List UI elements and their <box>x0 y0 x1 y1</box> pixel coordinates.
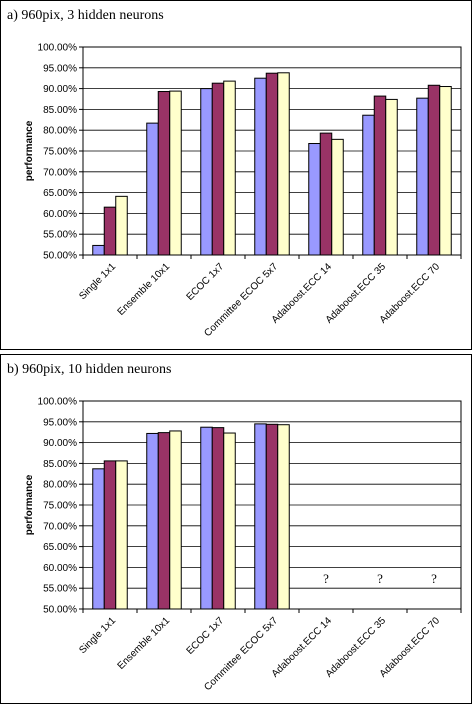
y-axis-label: performance <box>24 474 35 535</box>
x-tick-label: Ensemble 10x1 <box>116 261 173 318</box>
bar <box>362 114 375 256</box>
annotation-label: ? <box>323 571 329 586</box>
y-tick-label: 55.00% <box>43 230 77 241</box>
chart-panel-a: a) 960pix, 3 hidden neurons 50.00% 55.00%… <box>0 0 472 350</box>
bar <box>223 432 236 610</box>
x-tick-label: Single 1x1 <box>77 261 118 302</box>
bar <box>103 460 117 610</box>
bar <box>92 468 105 610</box>
bar <box>385 98 398 256</box>
bar <box>373 95 387 256</box>
bar <box>265 72 279 256</box>
x-tick-label: ECOC 1x7 <box>185 615 227 657</box>
bar <box>157 91 171 256</box>
bar <box>103 206 117 256</box>
chart-title: b) 960pix, 10 hidden neurons <box>7 362 172 377</box>
bar <box>265 423 279 610</box>
bar <box>254 423 267 610</box>
y-tick-label: 50.00% <box>43 605 77 616</box>
bar <box>92 244 105 256</box>
bar <box>115 460 128 610</box>
x-tick-label: Ensemble 10x1 <box>116 615 173 672</box>
y-tick-label: 50.00% <box>43 251 77 262</box>
y-tick-label: 55.00% <box>43 584 77 595</box>
bar <box>416 97 429 256</box>
x-tick-label: ECOC 1x7 <box>185 261 227 303</box>
bar <box>211 82 225 256</box>
chart-panel-b: b) 960pix, 10 hidden neurons 50.00% 55.00… <box>0 354 472 704</box>
y-tick-label: 85.00% <box>43 459 77 470</box>
bar <box>223 80 236 256</box>
bar <box>169 430 182 610</box>
bar <box>200 88 213 256</box>
y-tick-label: 65.00% <box>43 542 77 553</box>
y-tick-label: 60.00% <box>43 563 77 574</box>
y-tick-label: 80.00% <box>43 126 77 137</box>
bar <box>331 138 344 256</box>
y-tick-label: 100.00% <box>38 397 78 408</box>
bar <box>277 424 290 610</box>
y-tick-label: 90.00% <box>43 438 77 449</box>
y-tick-label: 80.00% <box>43 480 77 491</box>
x-tick-label: Single 1x1 <box>77 615 118 656</box>
y-tick-label: 95.00% <box>43 417 77 428</box>
y-tick-label: 75.00% <box>43 147 77 158</box>
bar <box>319 132 333 256</box>
bar <box>254 77 267 256</box>
x-tick-label: Adaboost.ECC 70 <box>378 261 443 326</box>
x-tick-label: Adaboost.ECC 70 <box>378 615 443 680</box>
bar <box>427 84 441 256</box>
bar <box>169 90 182 256</box>
bar <box>146 432 159 610</box>
bar-chart-b: 50.00% 55.00% 60.00% 65.00% 70.00% 75.00% 80.0… <box>24 397 462 693</box>
bar <box>308 143 321 256</box>
bar <box>200 426 213 610</box>
annotation-label: ? <box>431 571 437 586</box>
y-tick-label: 70.00% <box>43 521 77 532</box>
bar <box>211 427 225 610</box>
bar <box>146 122 159 256</box>
bar-chart-a: 50.00% 55.00% 60.00% 65.00% 70.00% 75.00% 80.0… <box>24 43 462 339</box>
y-axis-label: performance <box>24 120 35 181</box>
bar <box>157 432 171 610</box>
annotation-label: ? <box>377 571 383 586</box>
bar <box>115 195 128 256</box>
y-tick-label: 65.00% <box>43 188 77 199</box>
y-tick-label: 90.00% <box>43 84 77 95</box>
y-tick-label: 95.00% <box>43 63 77 74</box>
y-tick-label: 70.00% <box>43 167 77 178</box>
y-tick-label: 75.00% <box>43 501 77 512</box>
bar <box>439 86 452 256</box>
y-tick-label: 85.00% <box>43 105 77 116</box>
chart-title: a) 960pix, 3 hidden neurons <box>7 8 164 23</box>
bar <box>277 72 290 256</box>
y-tick-label: 100.00% <box>38 43 78 54</box>
y-tick-label: 60.00% <box>43 209 77 220</box>
